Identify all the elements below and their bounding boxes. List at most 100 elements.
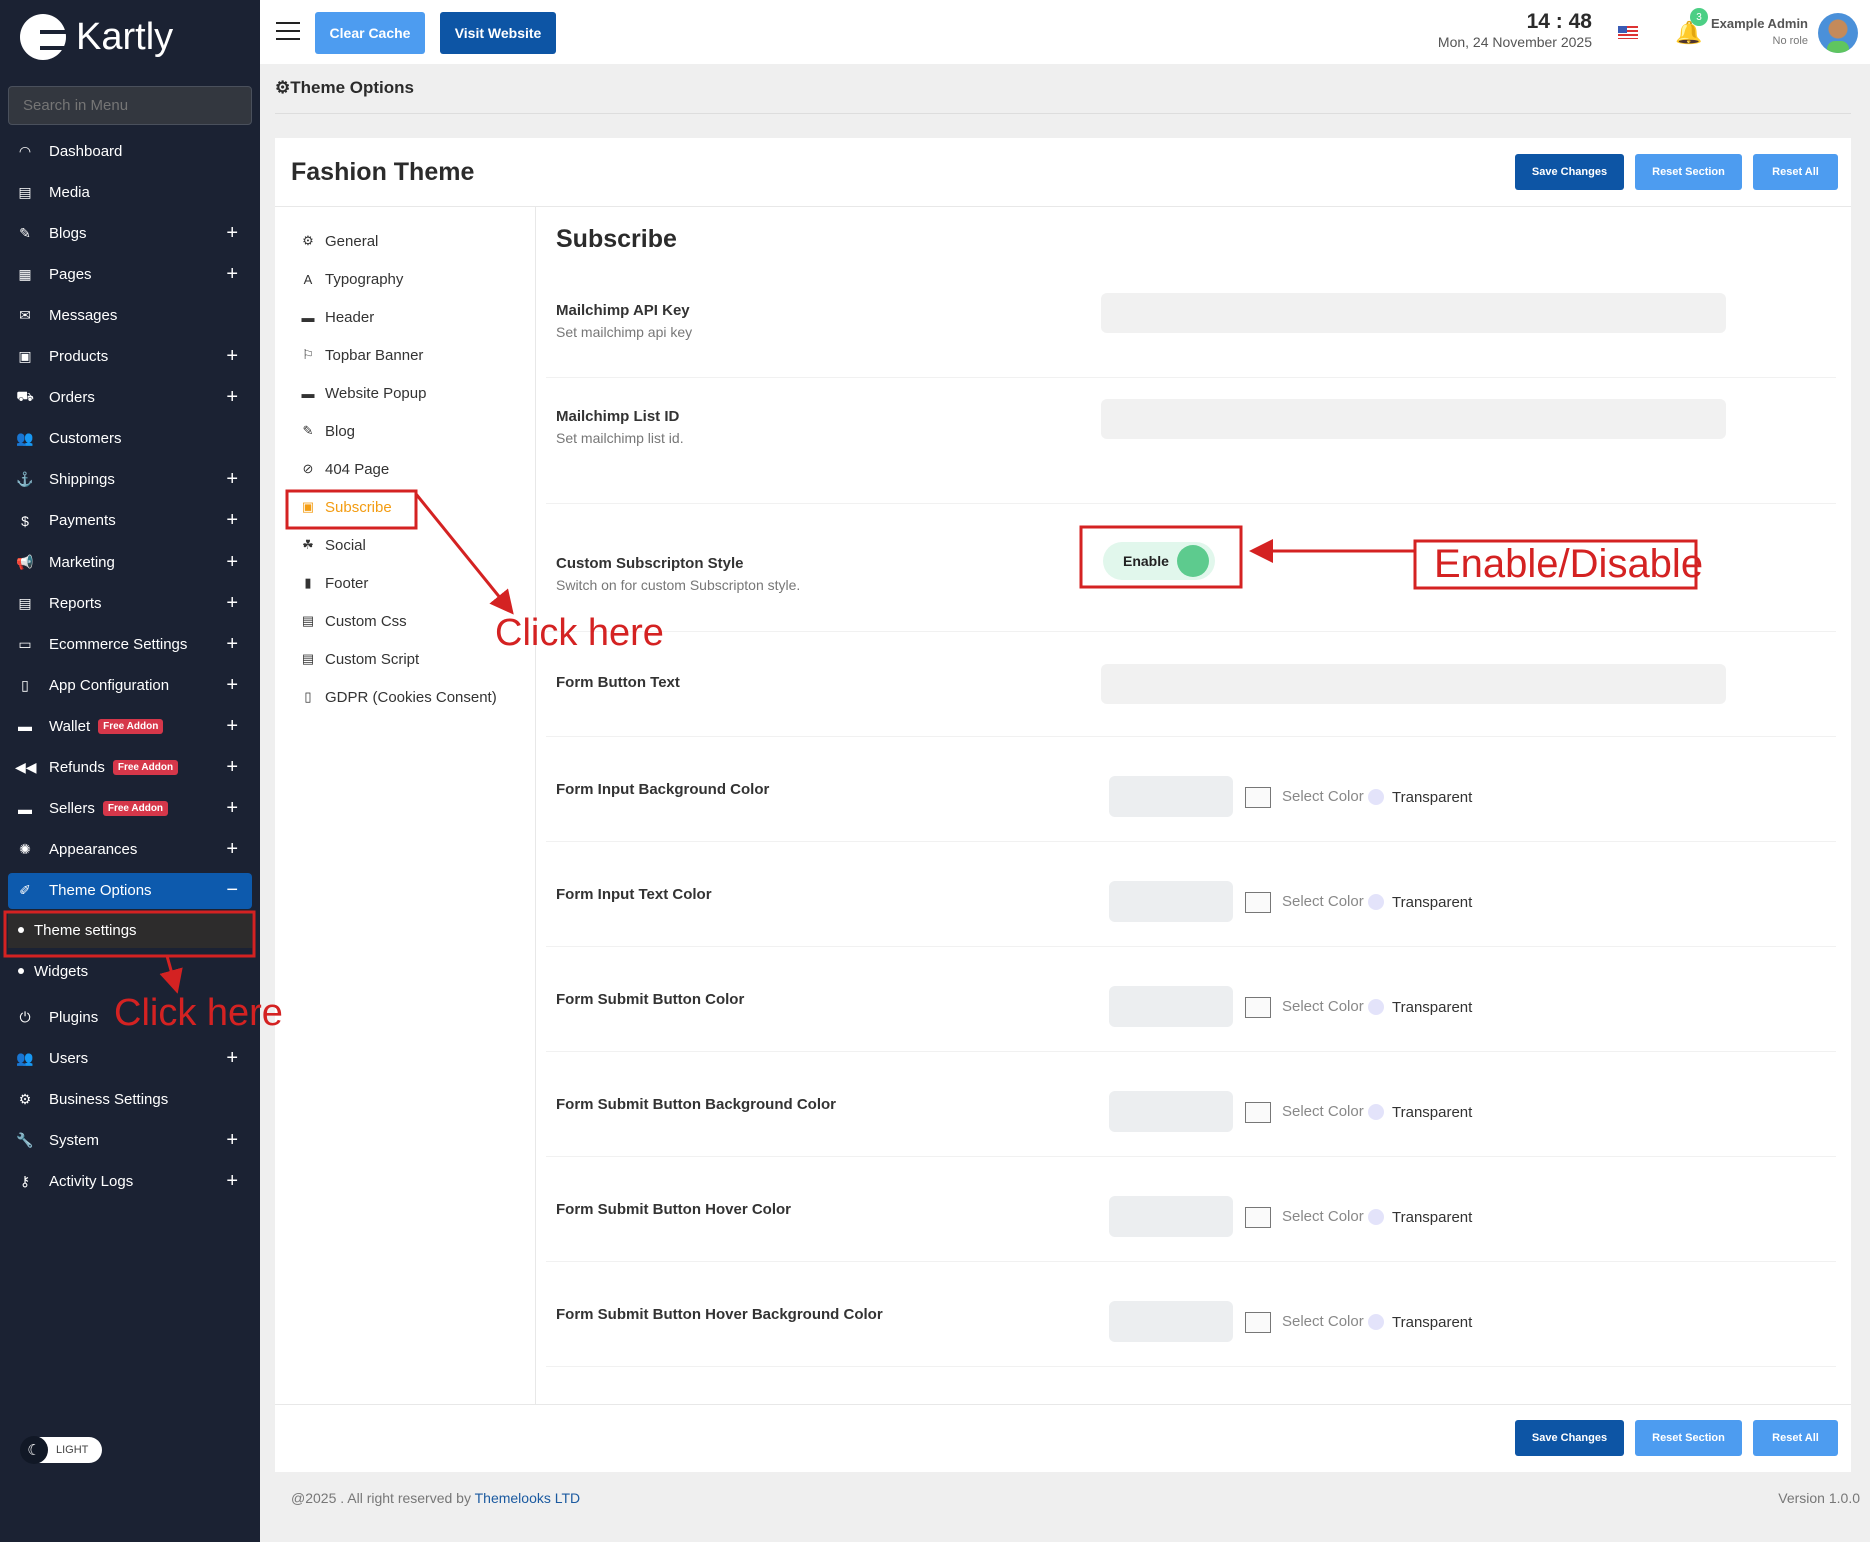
section-nav-typography[interactable]: A Typography <box>299 264 404 294</box>
sidebar-item-refunds[interactable]: ◀◀ Refunds Free Addon + <box>8 750 252 786</box>
sidebar-item-activity-logs[interactable]: ⚷ Activity Logs + <box>8 1163 252 1199</box>
color-swatch[interactable] <box>1245 892 1271 913</box>
transparent-radio[interactable] <box>1368 1209 1384 1225</box>
sidebar-item-ecommerce-settings[interactable]: ▭ Ecommerce Settings + <box>8 626 252 662</box>
expand-plus-icon[interactable]: + <box>226 838 238 861</box>
sidebar-item-system[interactable]: 🔧 System + <box>8 1122 252 1158</box>
expand-plus-icon[interactable]: + <box>226 345 238 367</box>
expand-plus-icon[interactable]: + <box>226 221 238 244</box>
expand-plus-icon[interactable]: + <box>226 1169 238 1192</box>
section-nav-404-page[interactable]: ⊘ 404 Page <box>299 454 390 484</box>
sidebar-item-payments[interactable]: $ Payments + <box>8 503 252 539</box>
sidebar-item-theme-options[interactable]: ✐ Theme Options − <box>8 872 252 909</box>
reset-section-button[interactable]: Reset Section <box>1635 154 1742 190</box>
color-swatch[interactable] <box>1245 787 1271 808</box>
expand-plus-icon[interactable]: + <box>226 262 238 285</box>
select-color-label[interactable]: Select Color <box>1282 1313 1364 1330</box>
color-swatch[interactable] <box>1245 997 1271 1018</box>
text-input[interactable] <box>1101 399 1726 439</box>
clear-cache-button[interactable]: Clear Cache <box>315 12 425 54</box>
color-value-input[interactable] <box>1109 986 1233 1027</box>
sidebar-item-marketing[interactable]: 📢 Marketing + <box>8 544 252 580</box>
sidebar-item-customers[interactable]: 👥 Customers <box>8 421 252 457</box>
expand-plus-icon[interactable]: + <box>226 756 238 778</box>
sidebar-item-shippings[interactable]: ⚓ Shippings + <box>8 462 252 498</box>
section-nav-general[interactable]: ⚙ General <box>299 226 378 256</box>
sidebar-item-users[interactable]: 👥 Users + <box>8 1040 252 1076</box>
reset-all-button[interactable]: Reset All <box>1753 154 1838 190</box>
hamburger-menu-icon[interactable] <box>276 22 300 40</box>
sidebar-subitem-theme-settings[interactable]: Theme settings <box>8 912 252 948</box>
save-changes-button-bottom[interactable]: Save Changes <box>1515 1420 1624 1456</box>
color-value-input[interactable] <box>1109 1091 1233 1132</box>
expand-plus-icon[interactable]: + <box>226 468 238 491</box>
transparent-radio[interactable] <box>1368 789 1384 805</box>
expand-plus-icon[interactable]: + <box>226 550 238 573</box>
logo[interactable]: Kartly <box>20 14 173 60</box>
section-nav-custom-script[interactable]: ▤ Custom Script <box>299 644 419 674</box>
section-nav-header[interactable]: ▬ Header <box>299 302 375 332</box>
section-nav-footer[interactable]: ▮ Footer <box>299 568 368 598</box>
select-color-label[interactable]: Select Color <box>1282 998 1364 1015</box>
reset-all-button-bottom[interactable]: Reset All <box>1753 1420 1838 1456</box>
section-nav-topbar-banner[interactable]: ⚐ Topbar Banner <box>299 340 423 370</box>
subscription-style-toggle[interactable]: Enable <box>1103 542 1215 580</box>
sidebar-item-orders[interactable]: ⛟ Orders + <box>8 380 252 416</box>
expand-plus-icon[interactable]: + <box>226 591 238 614</box>
section-nav-blog[interactable]: ✎ Blog <box>299 416 355 446</box>
expand-plus-icon[interactable]: + <box>226 714 238 737</box>
select-color-label[interactable]: Select Color <box>1282 1103 1364 1120</box>
collapse-minus-icon[interactable]: − <box>226 879 238 902</box>
user-info[interactable]: Example Admin No role <box>1711 16 1808 49</box>
color-value-input[interactable] <box>1109 1196 1233 1237</box>
expand-plus-icon[interactable]: + <box>226 632 238 655</box>
color-swatch[interactable] <box>1245 1102 1271 1123</box>
transparent-radio[interactable] <box>1368 999 1384 1015</box>
sidebar-item-products[interactable]: ▣ Products + <box>8 339 252 375</box>
color-value-input[interactable] <box>1109 776 1233 817</box>
color-value-input[interactable] <box>1109 1301 1233 1342</box>
theme-mode-toggle[interactable]: ☾ LIGHT <box>20 1436 102 1464</box>
us-flag-icon[interactable] <box>1618 26 1638 39</box>
sidebar-subitem-widgets[interactable]: Widgets <box>8 953 252 989</box>
section-nav-social[interactable]: ☘ Social <box>299 530 366 560</box>
sidebar-item-messages[interactable]: ✉ Messages <box>8 297 252 333</box>
visit-website-button[interactable]: Visit Website <box>440 12 556 54</box>
sidebar-item-reports[interactable]: ▤ Reports + <box>8 585 252 621</box>
sidebar-item-media[interactable]: ▤ Media <box>8 174 252 210</box>
reset-section-button-bottom[interactable]: Reset Section <box>1635 1420 1742 1456</box>
sidebar-item-sellers[interactable]: ▬ Sellers Free Addon + <box>8 791 252 827</box>
expand-plus-icon[interactable]: + <box>226 1046 238 1069</box>
color-value-input[interactable] <box>1109 881 1233 922</box>
section-nav-subscribe[interactable]: ▣ Subscribe <box>299 492 392 522</box>
sidebar-item-wallet[interactable]: ▬ Wallet Free Addon + <box>8 708 252 744</box>
section-nav-website-popup[interactable]: ▬ Website Popup <box>299 378 427 408</box>
sidebar-item-appearances[interactable]: ✺ Appearances + <box>8 832 252 868</box>
section-nav-gdpr-cookies-consent-[interactable]: ▯ GDPR (Cookies Consent) <box>299 682 496 712</box>
sidebar-item-pages[interactable]: ▦ Pages + <box>8 256 252 292</box>
section-nav-custom-css[interactable]: ▤ Custom Css <box>299 606 407 636</box>
text-input[interactable] <box>1101 664 1726 704</box>
select-color-label[interactable]: Select Color <box>1282 788 1364 805</box>
expand-plus-icon[interactable]: + <box>226 509 238 532</box>
expand-plus-icon[interactable]: + <box>226 797 238 820</box>
sidebar-item-dashboard[interactable]: ◠ Dashboard <box>8 133 252 169</box>
select-color-label[interactable]: Select Color <box>1282 893 1364 910</box>
sidebar-item-business-settings[interactable]: ⚙ Business Settings <box>8 1081 252 1117</box>
color-swatch[interactable] <box>1245 1207 1271 1228</box>
avatar[interactable] <box>1818 13 1858 53</box>
company-link[interactable]: Themelooks LTD <box>474 1490 581 1506</box>
color-swatch[interactable] <box>1245 1312 1271 1333</box>
sidebar-item-blogs[interactable]: ✎ Blogs + <box>8 215 252 251</box>
expand-plus-icon[interactable]: + <box>226 386 238 409</box>
save-changes-button[interactable]: Save Changes <box>1515 154 1624 190</box>
expand-plus-icon[interactable]: + <box>226 1128 238 1151</box>
sidebar-item-app-configuration[interactable]: ▯ App Configuration + <box>8 667 252 703</box>
transparent-radio[interactable] <box>1368 894 1384 910</box>
select-color-label[interactable]: Select Color <box>1282 1208 1364 1225</box>
sidebar-item-plugins[interactable]: ⏻ Plugins <box>8 999 252 1035</box>
text-input[interactable] <box>1101 293 1726 333</box>
expand-plus-icon[interactable]: + <box>226 673 238 696</box>
transparent-radio[interactable] <box>1368 1314 1384 1330</box>
menu-search-input[interactable] <box>8 86 252 125</box>
